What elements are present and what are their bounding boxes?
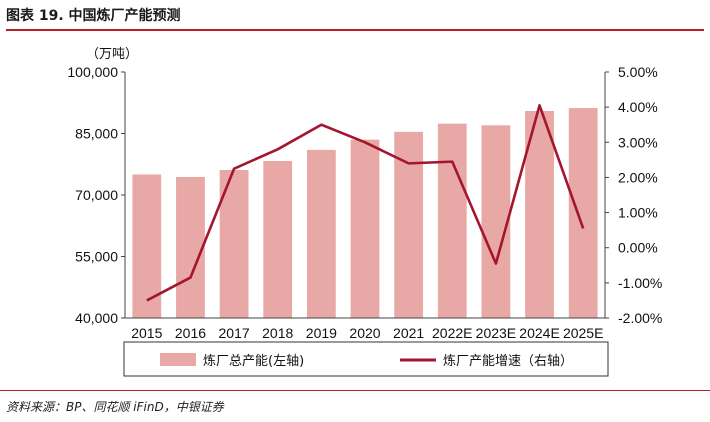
bottom-rule xyxy=(0,390,710,391)
bar-2020 xyxy=(350,139,380,318)
x-tick-label: 2015 xyxy=(131,325,162,341)
x-tick-label: 2017 xyxy=(219,325,250,341)
left-tick-label: 100,000 xyxy=(67,64,118,80)
x-tick-label: 2019 xyxy=(306,325,337,341)
bar-series xyxy=(132,108,598,318)
chart: 40,000 55,000 70,000 85,000 100,000 （万吨） -2.00… xyxy=(67,47,662,377)
legend-box xyxy=(123,341,609,377)
growth-line xyxy=(146,104,585,302)
right-tick-label: 5.00% xyxy=(618,64,658,80)
left-tick-label: 85,000 xyxy=(75,126,118,142)
bar-2024E xyxy=(525,110,554,318)
right-tick-label: -2.00% xyxy=(618,310,662,326)
source-note: 资料来源：BP、同花顺 iFinD，中银证券 xyxy=(6,400,224,414)
bar-2023E xyxy=(481,125,511,318)
x-tick-label: 2024E xyxy=(519,325,559,341)
title-rule xyxy=(6,29,704,31)
x-tick-label: 2016 xyxy=(175,325,206,341)
legend-swatch-bar xyxy=(160,353,196,366)
x-tick-label: 2020 xyxy=(349,325,380,341)
x-tick-label: 2025E xyxy=(563,325,603,341)
bar-2025E xyxy=(568,108,598,318)
x-tick-label: 2022E xyxy=(432,325,472,341)
right-tick-label: 3.00% xyxy=(618,134,658,150)
right-tick-label: 4.00% xyxy=(618,99,658,115)
x-tick-label: 2018 xyxy=(262,325,293,341)
right-tick-label: -1.00% xyxy=(618,275,662,291)
left-tick-label: 40,000 xyxy=(75,310,118,326)
bar-2019 xyxy=(306,149,336,318)
left-tick-label: 55,000 xyxy=(75,249,118,265)
right-tick-label: 0.00% xyxy=(618,240,658,256)
axes: 40,000 55,000 70,000 85,000 100,000 （万吨） -2.00… xyxy=(67,47,662,341)
legend-label-bar: 炼厂总产能(左轴) xyxy=(203,354,304,369)
legend: 炼厂总产能(左轴) 炼厂产能增速（右轴） xyxy=(123,341,609,377)
x-tick-label: 2023E xyxy=(476,325,516,341)
title-row: 图表 19. 中国炼厂产能预测 xyxy=(6,3,704,31)
left-tick-label: 70,000 xyxy=(75,187,118,203)
bar-2016 xyxy=(176,176,205,318)
legend-label-line: 炼厂产能增速（右轴） xyxy=(443,354,573,369)
x-tick-label: 2021 xyxy=(393,325,424,341)
right-tick-label: 2.00% xyxy=(618,169,658,185)
bar-2018 xyxy=(263,160,293,318)
figure-title: 图表 19. 中国炼厂产能预测 xyxy=(6,8,181,24)
bar-2022E xyxy=(437,123,467,318)
left-axis-unit: （万吨） xyxy=(86,47,138,62)
line-series xyxy=(146,104,585,302)
right-tick-label: 1.00% xyxy=(618,205,658,221)
